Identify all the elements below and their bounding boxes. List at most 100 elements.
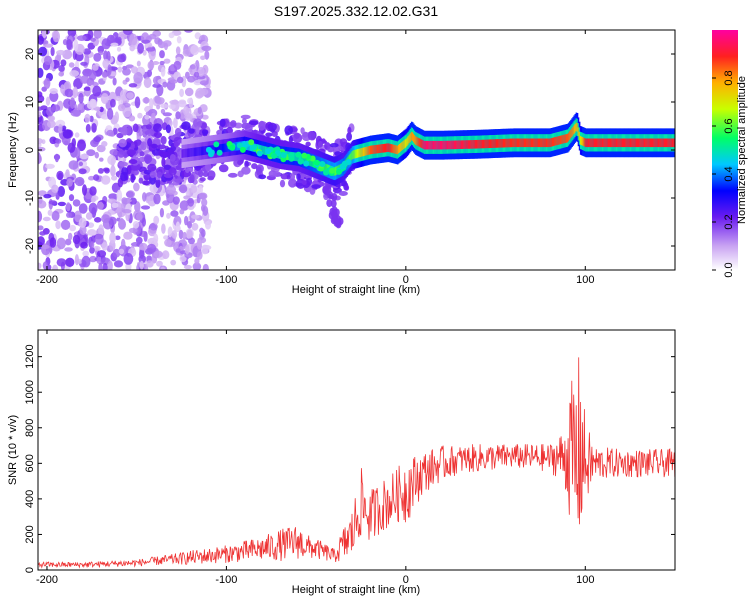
x-tick-label: -100 xyxy=(215,274,237,286)
spectrogram-ridge-cell xyxy=(416,136,418,146)
spectrogram-blob xyxy=(125,191,134,198)
spectrogram-blob xyxy=(160,266,166,270)
spectrogram-ridge-cell xyxy=(380,144,383,153)
spectrogram-blob xyxy=(307,131,316,141)
spectrogram-blob xyxy=(146,124,152,130)
spectrogram-blob xyxy=(90,241,95,249)
spectrogram-blob xyxy=(193,118,203,128)
spectrogram-ridge-cell xyxy=(611,138,613,148)
spectrogram-ridge-cell xyxy=(441,140,443,150)
spectrogram-y-label: Frequency (Hz) xyxy=(7,112,19,188)
spectrogram-blob xyxy=(108,216,117,226)
spectrogram-ridge-cell xyxy=(323,163,326,172)
spectrogram-ridge-cell xyxy=(590,138,593,148)
spectrogram-blob xyxy=(183,264,192,270)
y-tick-label: 1200 xyxy=(24,344,36,368)
spectrogram-ridge-cell xyxy=(262,145,264,155)
spectrogram-blob xyxy=(175,111,181,120)
spectrogram-blob xyxy=(189,64,196,70)
spectrogram-ridge-cell xyxy=(462,140,465,149)
y-tick-label: 0 xyxy=(24,567,36,573)
spectrogram-blob xyxy=(346,132,352,142)
spectrogram-ridge-cell xyxy=(652,138,654,148)
spectrogram-ridge-cell xyxy=(603,138,606,148)
spectrogram-blob xyxy=(153,123,162,133)
y-tick-label: 20 xyxy=(24,48,36,60)
spectrogram-ridge-cell xyxy=(453,140,456,150)
spectrogram-knot xyxy=(341,160,348,167)
spectrogram-blob xyxy=(142,192,147,202)
spectrogram-ridge-cell xyxy=(307,156,310,166)
spectrogram-ridge-cell xyxy=(389,143,391,153)
spectrogram-blob xyxy=(166,212,171,219)
spectrogram-blob xyxy=(68,160,79,170)
spectrogram-knot xyxy=(280,152,287,159)
spectrogram-ridge-cell xyxy=(516,138,518,148)
spectrogram-ridge-cell xyxy=(651,138,653,148)
spectrogram-ridge-cell xyxy=(642,138,644,148)
spectrogram-blob xyxy=(38,94,45,103)
spectrogram-blob xyxy=(79,153,89,160)
spectrogram-knot xyxy=(303,160,310,167)
spectrogram-ridge-cell xyxy=(218,144,220,153)
spectrogram-ridge-cell xyxy=(368,146,371,155)
spectrogram-blob xyxy=(164,42,168,51)
spectrogram-ridge-cell xyxy=(553,137,555,147)
spectrogram-blob xyxy=(344,184,350,191)
spectrogram-ridge-cell xyxy=(414,135,416,144)
spectrogram-blob xyxy=(79,225,87,236)
spectrogram-blob xyxy=(110,42,119,47)
spectrogram-blob xyxy=(138,156,146,162)
spectrogram-blob xyxy=(115,95,121,102)
spectrogram-blob xyxy=(38,152,41,164)
spectrogram-ridge-cell xyxy=(488,139,490,149)
spectrogram-blob xyxy=(69,224,76,232)
spectrogram-ridge-cell xyxy=(494,139,497,148)
y-tick-label: -20 xyxy=(24,238,36,254)
spectrogram-ridge-cell xyxy=(404,139,406,149)
spectrogram-ridge-cell xyxy=(381,144,384,153)
spectrogram-blob xyxy=(64,88,74,98)
spectrogram-blob xyxy=(147,163,157,172)
spectrogram-ridge-cell xyxy=(372,145,374,154)
spectrogram-blob xyxy=(280,174,287,180)
spectrogram-blob xyxy=(117,104,126,112)
spectrogram-blob xyxy=(141,39,151,44)
spectrogram-ridge-cell xyxy=(592,138,595,148)
spectrogram-blob xyxy=(56,258,67,267)
spectrogram-ridge-cell xyxy=(518,138,521,148)
spectrogram-ridge-cell xyxy=(589,138,592,148)
spectrogram-ridge-cell xyxy=(665,138,667,148)
spectrogram-ridge-cell xyxy=(461,140,464,149)
spectrogram-blob xyxy=(182,48,191,57)
spectrogram-ridge-cell xyxy=(310,157,313,167)
spectrogram-ridge-cell xyxy=(357,149,359,158)
spectrogram-ridge-cell xyxy=(465,140,468,149)
spectrogram-blob xyxy=(184,215,189,226)
spectrogram-blob xyxy=(160,103,169,109)
spectrogram-ridge-cell xyxy=(500,139,502,148)
spectrogram-blob xyxy=(76,35,87,41)
spectrogram-blob xyxy=(120,238,126,251)
spectrogram-blob xyxy=(288,135,293,144)
spectrogram-blob xyxy=(38,225,44,231)
spectrogram-ridge-cell xyxy=(420,139,423,148)
spectrogram-blob xyxy=(90,197,96,203)
spectrogram-blob xyxy=(77,139,86,152)
spectrogram-blob xyxy=(89,115,94,123)
spectrogram-blob xyxy=(319,182,326,187)
spectrogram-ridge-cell xyxy=(324,163,327,173)
spectrogram-blob xyxy=(196,239,202,250)
colorbar-tick-label: 0.8 xyxy=(723,70,735,85)
spectrogram-blob xyxy=(57,201,66,207)
spectrogram-ridge-cell xyxy=(365,146,368,156)
spectrogram-blob xyxy=(64,247,73,252)
spectrogram-ridge-cell xyxy=(359,148,361,158)
spectrogram-blob xyxy=(154,131,162,139)
spectrogram-ridge-cell xyxy=(188,148,190,157)
spectrogram-ridge-cell xyxy=(459,140,461,149)
spectrogram-ridge-cell xyxy=(587,138,589,148)
spectrogram-ridge-cell xyxy=(352,150,355,159)
